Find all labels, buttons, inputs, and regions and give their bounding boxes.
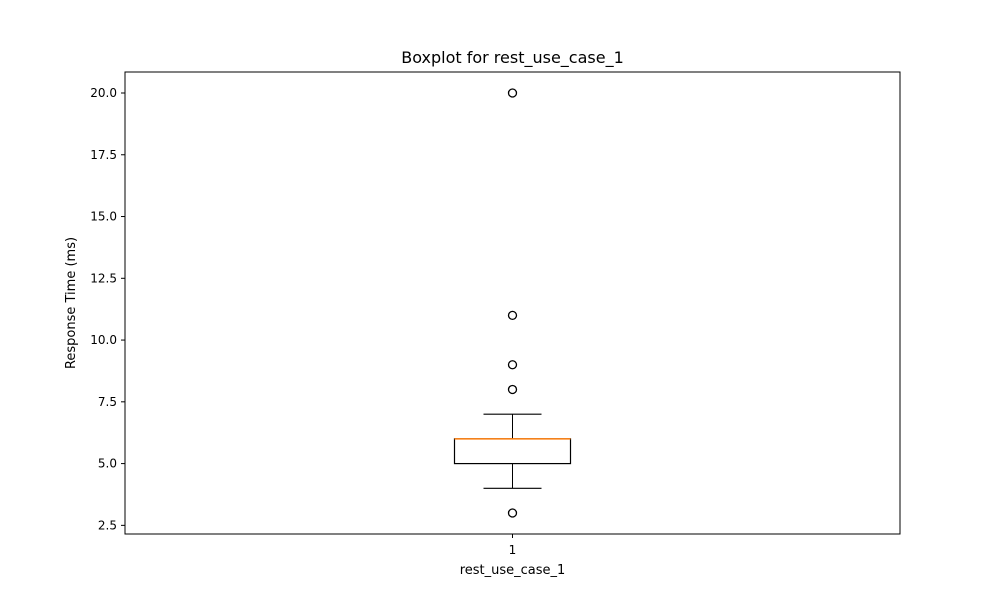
y-tick-label: 15.0 — [90, 210, 117, 224]
chart-title: Boxplot for rest_use_case_1 — [401, 48, 624, 68]
y-tick-label: 5.0 — [98, 457, 117, 471]
y-tick-label: 2.5 — [98, 518, 117, 532]
y-tick-label: 20.0 — [90, 86, 117, 100]
outlier-point — [507, 88, 518, 98]
outlier-point — [507, 384, 518, 395]
outlier-point — [507, 310, 518, 321]
iqr-box — [453, 438, 572, 465]
outlier-point — [507, 508, 518, 518]
y-tick-label: 10.0 — [90, 333, 117, 347]
outlier-point — [507, 360, 518, 370]
x-tick-label: 1 — [509, 543, 517, 557]
y-tick-label: 12.5 — [90, 271, 117, 285]
plot-area: 2.5 5.0 7.5 10.0 12.5 15.0 17.5 20.0 1 — [90, 71, 901, 557]
y-tick-label: 7.5 — [98, 395, 117, 409]
y-tick-label: 17.5 — [90, 148, 117, 162]
x-axis-label: rest_use_case_1 — [460, 563, 566, 578]
y-axis-label: Response Time (ms) — [64, 237, 79, 369]
